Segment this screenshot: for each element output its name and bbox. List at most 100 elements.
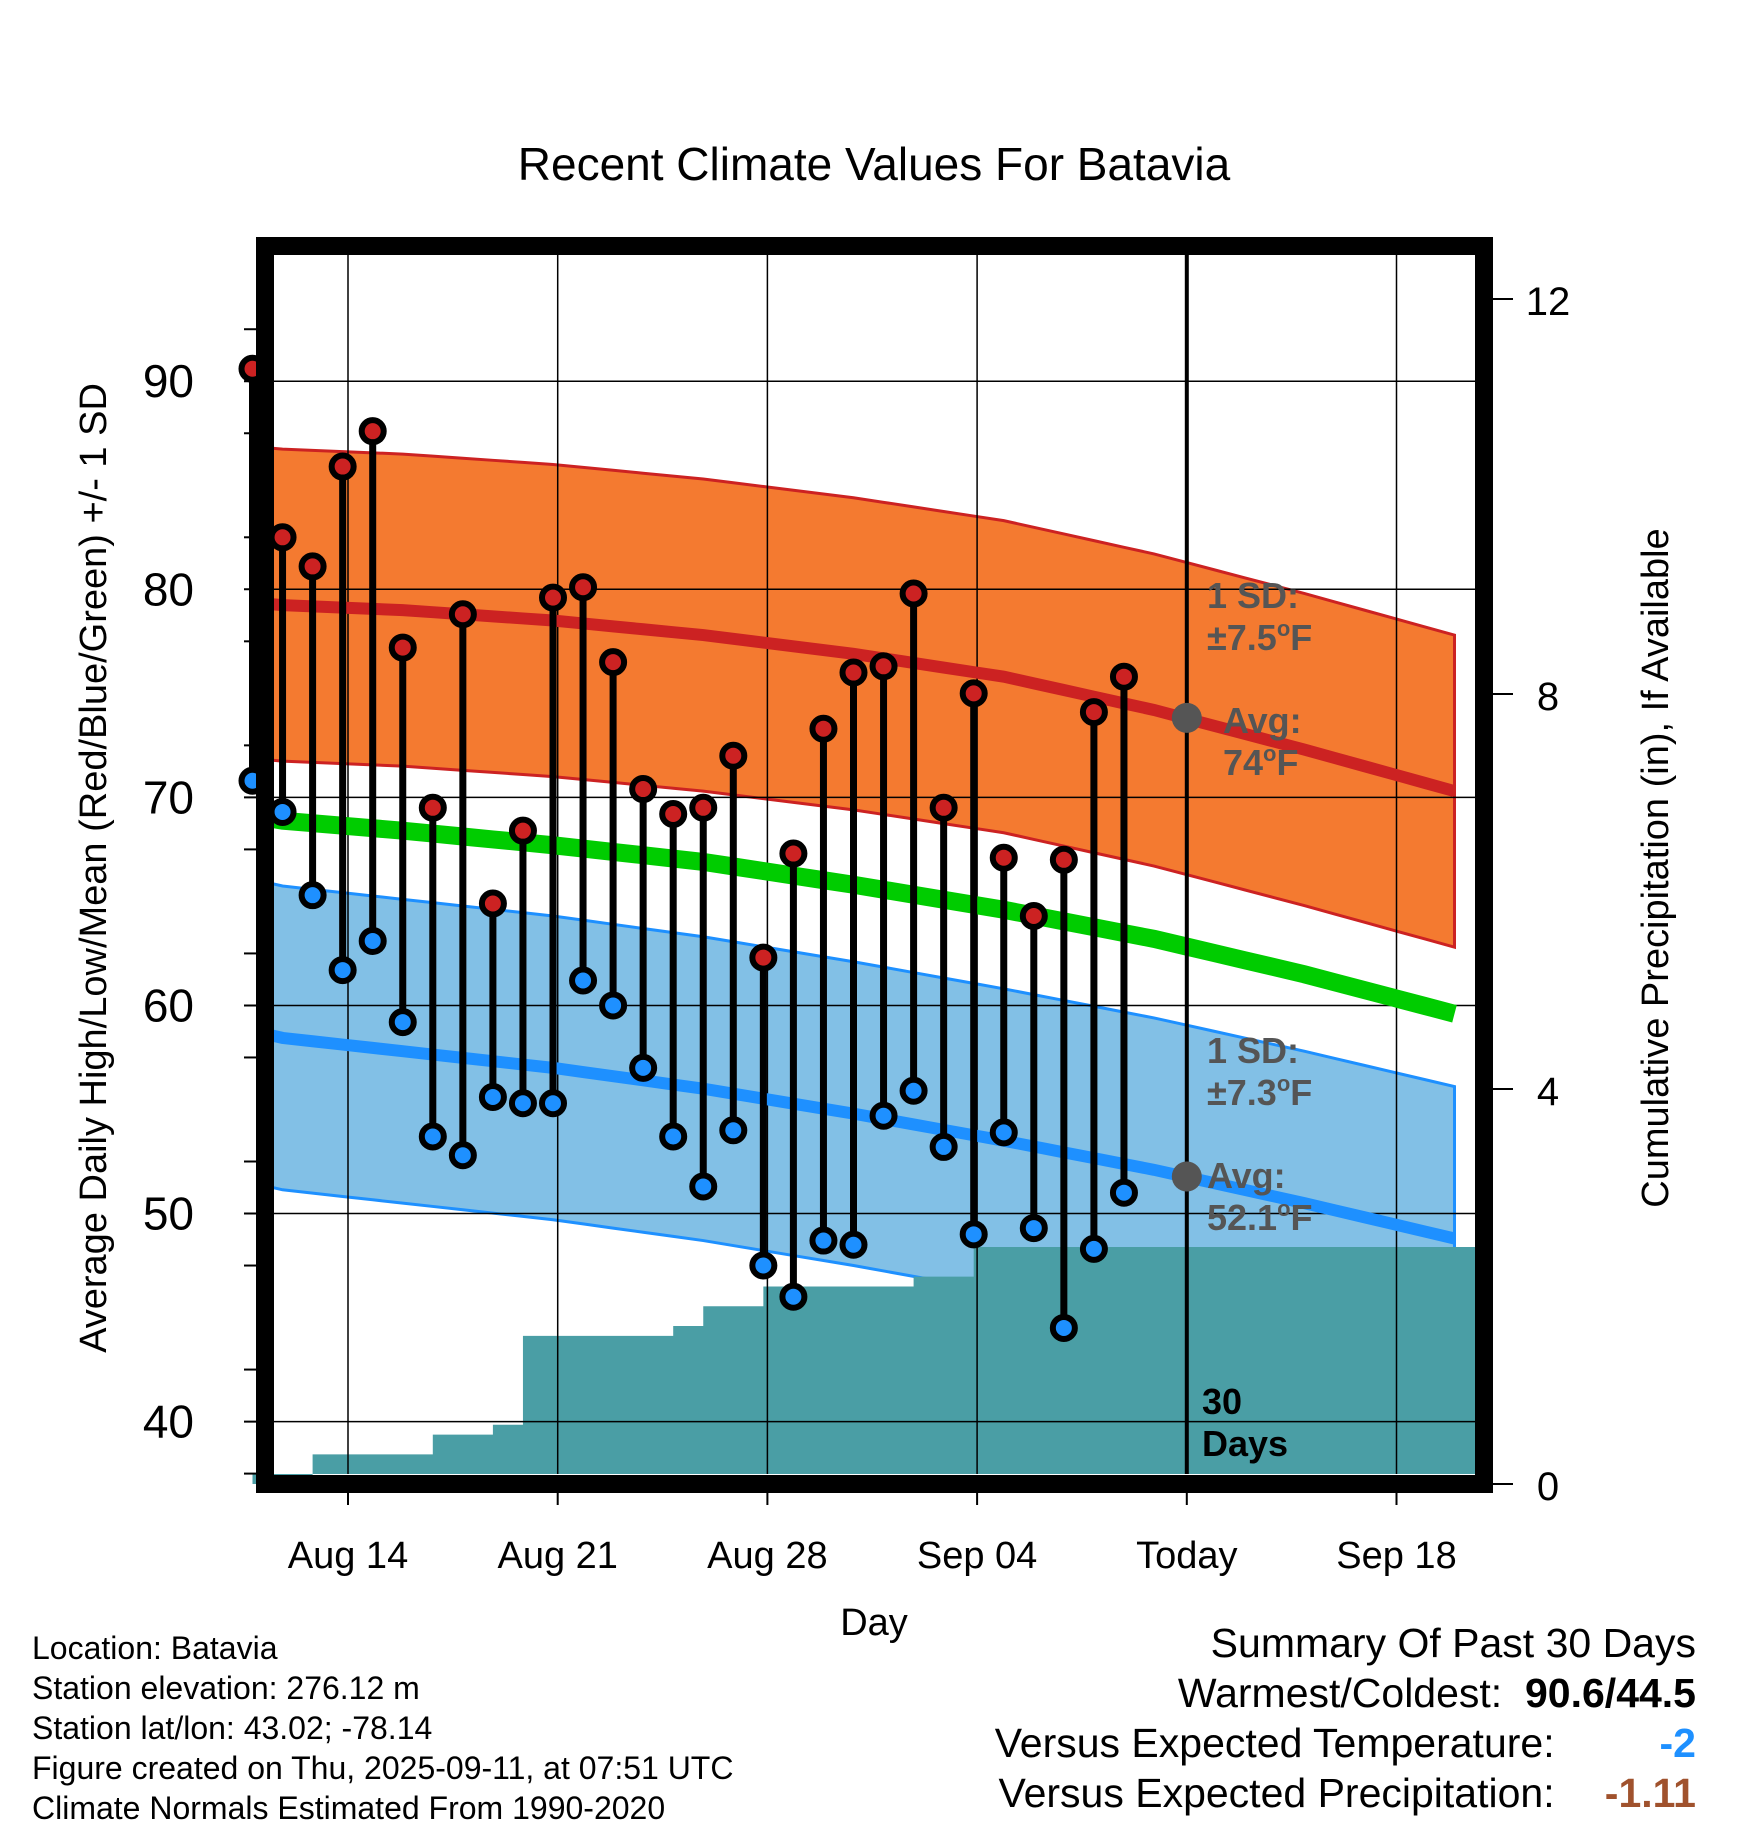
high-point (929, 793, 958, 822)
high-point (418, 793, 447, 822)
period-label-days: Days (1202, 1423, 1288, 1464)
high-point (539, 583, 567, 612)
summary-precip-row: Versus Expected Precipitation: -1.11 (995, 1768, 1697, 1818)
high-point (569, 573, 598, 602)
today-high-marker (1171, 702, 1202, 733)
low-sd-label: 1 SD: (1207, 1030, 1299, 1071)
y2-axis-label: Cumulative Precipitation (in), If Availa… (1635, 528, 1677, 1207)
warmest-label: Warmest/Coldest: (1177, 1670, 1503, 1716)
period-label-number: 30 (1202, 1381, 1242, 1422)
low-point (779, 1282, 808, 1311)
low-point (388, 1008, 417, 1037)
high-point (659, 800, 688, 829)
high-point (388, 633, 417, 662)
y-tick-label: 90 (143, 355, 194, 407)
high-point (989, 843, 1018, 872)
low-point (659, 1122, 688, 1151)
high-sd-value: ±7.5oF (1207, 616, 1312, 658)
grid-lines (268, 246, 1481, 1474)
x-axis-label: Day (840, 1602, 908, 1644)
low-point (959, 1220, 988, 1249)
today-marker (1171, 246, 1202, 1474)
created-text: Figure created on Thu, 2025-09-11, at 07… (32, 1750, 734, 1786)
warmest-value: 90.6/44.5 (1525, 1670, 1696, 1716)
high-point (478, 889, 507, 918)
high-point (839, 658, 868, 687)
precip-label: Versus Expected Precipitation: (998, 1770, 1555, 1816)
today-low-marker (1171, 1161, 1202, 1192)
y2-tick-label: 12 (1526, 280, 1571, 324)
plot-border (256, 237, 1493, 1493)
y-tick-label: 80 (143, 563, 194, 615)
high-point (599, 648, 628, 677)
high-avg-value: 74oF (1223, 741, 1299, 783)
low-sd-value: ±7.3oF (1207, 1071, 1312, 1113)
high-point (959, 679, 988, 708)
high-point (749, 943, 778, 972)
x-axis: Aug 14 Aug 21 Aug 28 Sep 04 Today Sep 18 (288, 1484, 1457, 1577)
summary-warmest-row: Warmest/Coldest: 90.6/44.5 (995, 1668, 1696, 1718)
x-tick-label: Today (1136, 1535, 1237, 1577)
high-point (1049, 845, 1078, 874)
low-point (749, 1251, 778, 1280)
elevation-text: Station elevation: 276.12 m (32, 1670, 420, 1706)
low-point (298, 881, 327, 910)
summary-title: Summary Of Past 30 Days (1210, 1620, 1696, 1666)
high-point (809, 714, 838, 743)
x-tick-label: Sep 04 (917, 1535, 1037, 1577)
daily-points (238, 354, 1138, 1342)
high-point (508, 816, 537, 845)
high-point (779, 839, 808, 868)
low-avg-value: 52.1oF (1207, 1196, 1313, 1238)
low-point (508, 1089, 537, 1118)
high-point (328, 452, 357, 481)
low-point (448, 1141, 477, 1170)
low-point (418, 1122, 447, 1151)
low-point (268, 797, 297, 826)
high-point (358, 417, 387, 446)
high-point (689, 793, 718, 822)
low-point (478, 1082, 507, 1111)
low-avg-label: Avg: (1207, 1155, 1286, 1196)
high-point (298, 552, 327, 581)
summary-panel: Summary Of Past 30 Days Warmest/Coldest:… (995, 1618, 1696, 1818)
latlon-text: Station lat/lon: 43.02; -78.14 (32, 1710, 433, 1746)
high-point (869, 652, 898, 681)
y-tick-label: 70 (143, 771, 194, 823)
precip-value: -1.11 (1604, 1770, 1696, 1816)
precipitation-area (252, 1247, 1481, 1484)
low-point (899, 1076, 928, 1105)
high-point (629, 775, 658, 804)
low-point (539, 1089, 567, 1118)
y-axis-right: 0 4 8 12 (1493, 280, 1570, 1509)
normals-text: Climate Normals Estimated From 1990-2020 (32, 1790, 666, 1826)
high-point (1079, 698, 1108, 727)
daily-stems (249, 368, 1128, 1328)
chart-title: Recent Climate Values For Batavia (518, 138, 1231, 190)
low-point (1049, 1313, 1078, 1342)
x-tick-label: Sep 18 (1336, 1535, 1456, 1577)
low-point (809, 1226, 838, 1255)
high-point (1019, 901, 1048, 930)
low-point (1079, 1234, 1108, 1263)
station-info: Location: Batavia Station elevation: 276… (32, 1628, 733, 1828)
precip-fill (252, 1247, 1481, 1484)
low-point (929, 1132, 958, 1161)
y-tick-label: 60 (143, 979, 194, 1031)
high-point (1109, 662, 1138, 691)
low-point (719, 1116, 748, 1145)
high-point (448, 600, 477, 629)
y-tick-label: 50 (143, 1188, 194, 1240)
x-tick-label: Aug 28 (707, 1535, 827, 1577)
y-axis-label: Average Daily High/Low/Mean (Red/Blue/Gr… (73, 383, 115, 1353)
low-point (629, 1053, 658, 1082)
low-point (358, 926, 387, 955)
location-text: Location: Batavia (32, 1630, 278, 1666)
y2-tick-label: 0 (1537, 1465, 1559, 1509)
low-point (869, 1101, 898, 1130)
low-point (328, 956, 357, 985)
y2-tick-label: 4 (1537, 1070, 1559, 1114)
low-point (569, 966, 598, 995)
